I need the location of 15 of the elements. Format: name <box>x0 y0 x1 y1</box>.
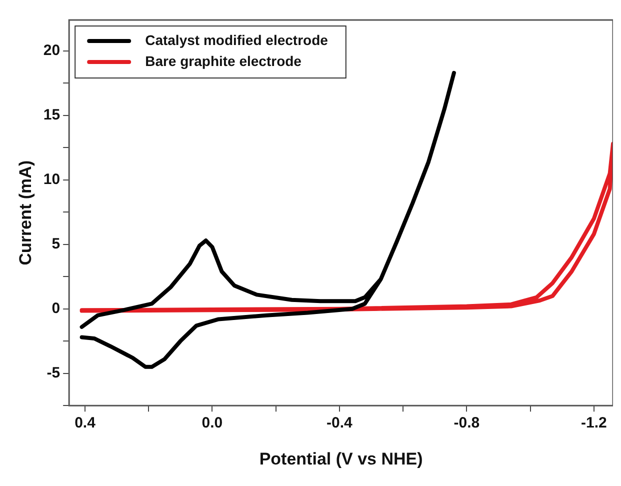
y-tick-label: 20 <box>43 42 60 60</box>
x-tick-label: -1.2 <box>580 414 607 432</box>
y-tick-label: 15 <box>43 106 60 124</box>
y-tick-label: 10 <box>43 171 60 188</box>
x-tick-label: 0.4 <box>74 414 96 432</box>
x-tick-label: -0.8 <box>454 414 480 432</box>
legend-label: Bare graphite electrode <box>145 52 302 69</box>
y-tick-label: -5 <box>46 364 60 382</box>
legend-label: Catalyst modified electrode <box>145 32 328 48</box>
y-tick-label: 0 <box>52 300 60 318</box>
x-tick-label: 0.0 <box>202 414 223 432</box>
y-axis-title: Current (mA) <box>16 160 35 266</box>
x-tick-label: -0.4 <box>326 414 354 432</box>
x-axis-title: Potential (V vs NHE) <box>259 449 423 468</box>
y-tick-label: 5 <box>52 236 60 253</box>
